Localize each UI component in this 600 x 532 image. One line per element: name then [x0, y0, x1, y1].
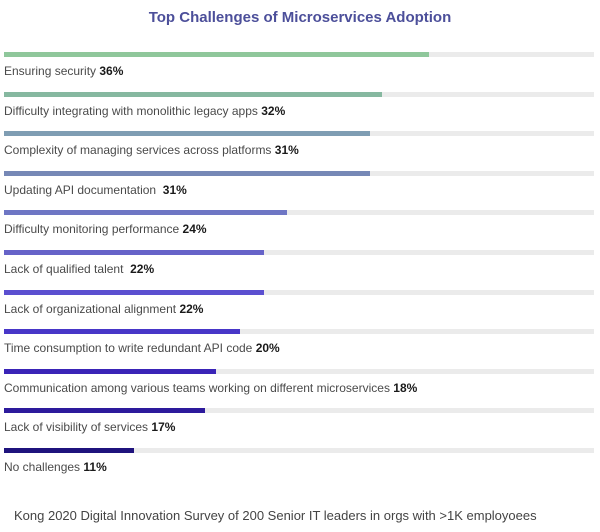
- chart-title: Top Challenges of Microservices Adoption: [148, 9, 452, 26]
- category-label: Communication among various teams workin…: [4, 380, 394, 395]
- category-label: Lack of visibility of services: [4, 420, 152, 435]
- bar-track: [4, 249, 594, 255]
- bar: [4, 91, 382, 97]
- bar: [4, 368, 217, 374]
- bar-row: Difficulty monitoring performance 24%: [4, 210, 594, 250]
- category-label: Lack of qualified talent: [4, 261, 131, 276]
- bar-row: Lack of organizational alignment 22%: [4, 289, 594, 330]
- bar-label: Ensuring security 36%: [4, 64, 123, 78]
- bar-track: [4, 329, 594, 335]
- bar-track: [4, 210, 594, 216]
- value-label: 18%: [393, 380, 418, 395]
- bar-label: Lack of visibility of services 17%: [4, 420, 175, 434]
- bar-chart: Ensuring security 36% Difficulty integrat…: [4, 52, 594, 488]
- category-label: Lack of organizational alignment: [4, 301, 180, 316]
- bar-row: Time consumption to write redundant API …: [4, 329, 594, 369]
- bar-label: Time consumption to write redundant API …: [4, 341, 280, 355]
- value-label: 24%: [182, 222, 207, 237]
- bar-label: Lack of organizational alignment 22%: [4, 302, 203, 316]
- value-label: 31%: [274, 143, 299, 158]
- value-label: 22%: [130, 261, 155, 276]
- bar: [4, 329, 240, 335]
- value-label: 11%: [83, 459, 107, 474]
- bar-row: Ensuring security 36%: [4, 52, 594, 92]
- bar-row: Communication among various teams workin…: [4, 368, 594, 409]
- value-label: 17%: [151, 420, 176, 435]
- bar: [4, 210, 288, 216]
- bar-row: Complexity of managing services across p…: [4, 131, 594, 171]
- source-note: Kong 2020 Digital Innovation Survey of 2…: [14, 508, 537, 523]
- category-label: Difficulty integrating with monolithic l…: [4, 103, 262, 118]
- bar: [4, 131, 370, 137]
- bar-row: No challenges 11%: [4, 447, 594, 488]
- bar-row: Updating API documentation 31%: [4, 170, 594, 211]
- bar: [4, 447, 134, 453]
- value-label: 20%: [255, 341, 280, 356]
- bar-label: Lack of qualified talent 22%: [4, 262, 154, 276]
- bar-label: Difficulty integrating with monolithic l…: [4, 104, 285, 118]
- bar-track: [4, 368, 594, 374]
- value-label: 36%: [99, 64, 124, 78]
- bar-track: [4, 447, 594, 453]
- category-label: Ensuring security: [4, 64, 100, 78]
- category-label: Updating API documentation: [4, 182, 163, 197]
- bar-label: Complexity of managing services across p…: [4, 143, 299, 157]
- value-label: 32%: [261, 103, 286, 118]
- category-label: Time consumption to write redundant API …: [4, 341, 256, 356]
- value-label: 31%: [162, 182, 187, 197]
- bar-track: [4, 289, 594, 295]
- bar-label: Communication among various teams workin…: [4, 381, 417, 395]
- bar-row: Difficulty integrating with monolithic l…: [4, 91, 594, 132]
- category-label: Difficulty monitoring performance: [4, 222, 183, 237]
- bar: [4, 52, 429, 57]
- bar-label: Difficulty monitoring performance 24%: [4, 222, 207, 236]
- bar: [4, 249, 264, 255]
- bar-label: No challenges 11%: [4, 460, 107, 474]
- bar: [4, 289, 264, 295]
- category-label: No challenges: [4, 459, 84, 474]
- bar: [4, 408, 205, 414]
- category-label: Complexity of managing services across p…: [4, 143, 275, 158]
- bar-label: Updating API documentation 31%: [4, 183, 187, 197]
- bar-row: Lack of qualified talent 22%: [4, 249, 594, 290]
- bar: [4, 170, 370, 176]
- bar-row: Lack of visibility of services 17%: [4, 408, 594, 448]
- value-label: 22%: [179, 301, 204, 316]
- bar-track: [4, 408, 594, 414]
